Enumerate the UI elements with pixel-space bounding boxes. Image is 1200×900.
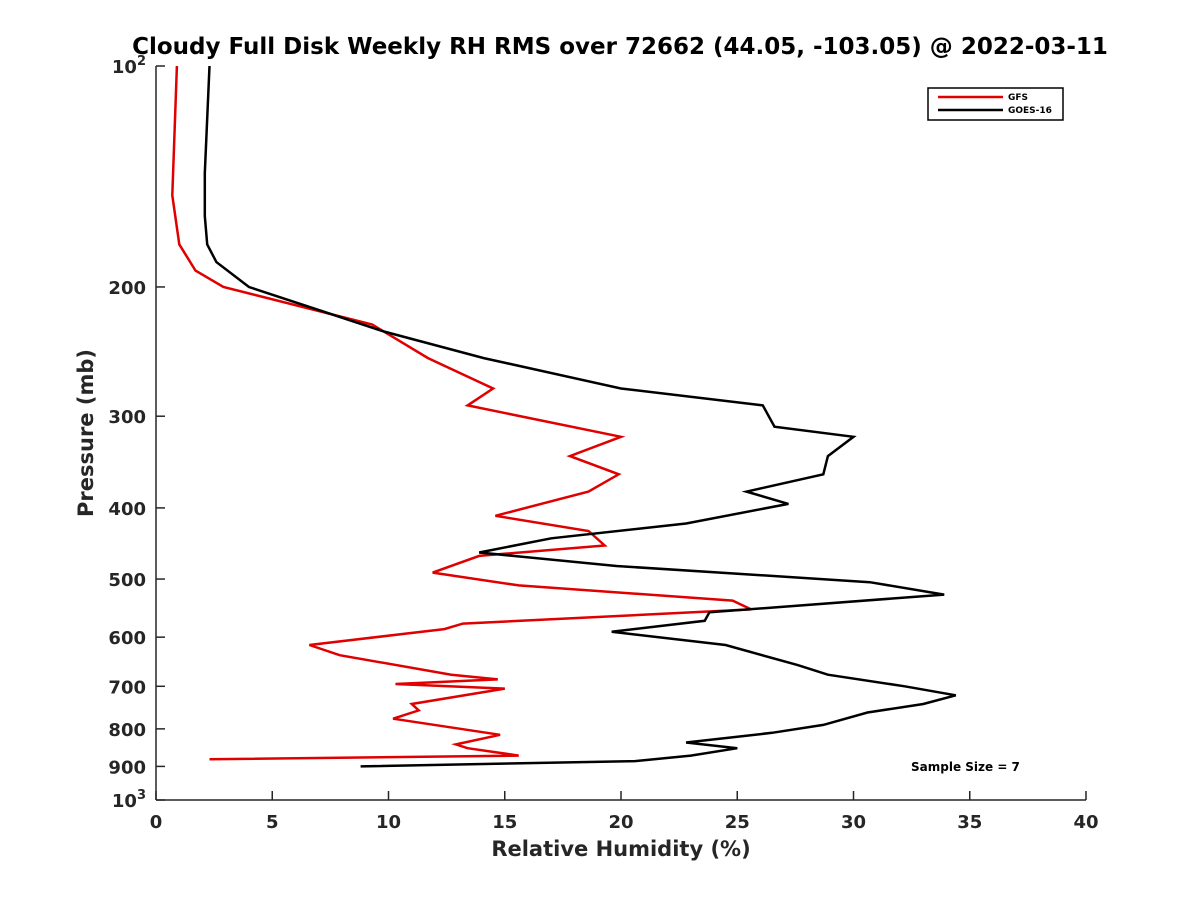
y-tick-label-900: 900	[108, 757, 146, 778]
y-tick-label-500: 500	[108, 570, 146, 591]
x-tick-label-5: 5	[266, 812, 279, 833]
y-tick-label-800: 800	[108, 720, 146, 741]
x-axis-label: Relative Humidity (%)	[491, 837, 750, 861]
legend-box	[927, 87, 1064, 121]
x-tick-label-30: 30	[841, 812, 866, 833]
y-tick-label-1000: 103	[112, 788, 146, 812]
x-tick-label-0: 0	[150, 812, 163, 833]
series-group	[171, 65, 957, 768]
series-line-gfs	[171, 65, 752, 761]
legend-label-goes16: GOES-16	[1008, 106, 1052, 116]
chart-title: Cloudy Full Disk Weekly RH RMS over 7266…	[132, 34, 1108, 60]
y-tick-label-100: 102	[112, 54, 146, 78]
series-line-goes16	[203, 65, 957, 768]
x-tick-label-35: 35	[957, 812, 982, 833]
y-tick-label-200: 200	[108, 278, 146, 299]
legend-label-gfs: GFS	[1008, 93, 1028, 103]
y-tick-label-600: 600	[108, 628, 146, 649]
y-tick-label-400: 400	[108, 499, 146, 520]
y-tick-label-300: 300	[108, 407, 146, 428]
plot-area	[155, 66, 1086, 801]
x-tick-label-10: 10	[376, 812, 401, 833]
x-ticks: 0 5 10 15 20 25 30 35 40	[150, 791, 1099, 833]
legend: GFS GOES-16	[927, 87, 1064, 121]
sample-size-note: Sample Size = 7	[911, 760, 1020, 774]
x-tick-label-15: 15	[492, 812, 517, 833]
x-tick-label-25: 25	[725, 812, 750, 833]
y-tick-label-700: 700	[108, 677, 146, 698]
y-ticks: 102 200 300 400 500 600 700 800 900 103	[108, 54, 165, 812]
x-tick-label-20: 20	[608, 812, 633, 833]
x-tick-label-40: 40	[1073, 812, 1098, 833]
y-axis-label: Pressure (mb)	[74, 349, 98, 517]
